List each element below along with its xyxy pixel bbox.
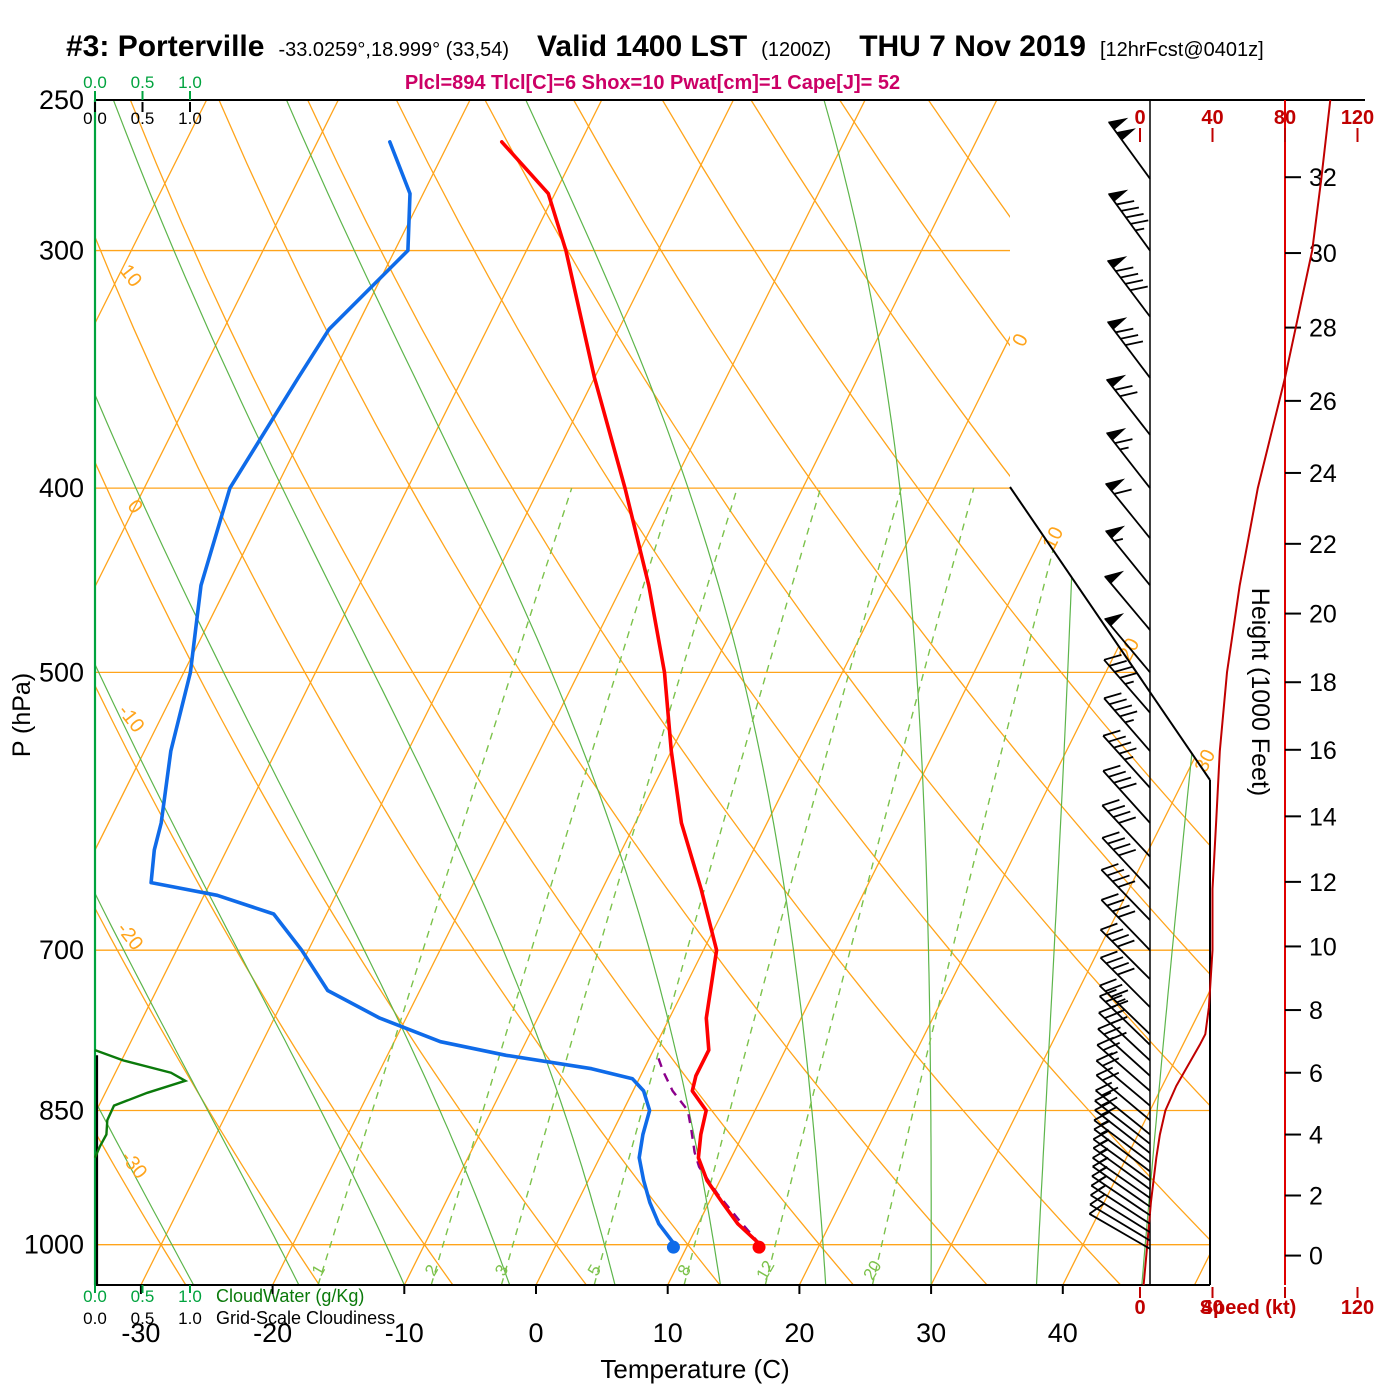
zulu-time: (1200Z) bbox=[761, 39, 832, 61]
svg-text:30: 30 bbox=[1191, 746, 1221, 776]
title-bar: #3: Porterville -33.0259°,18.999° (33,54… bbox=[66, 30, 1396, 64]
svg-text:2: 2 bbox=[1309, 1182, 1323, 1210]
svg-text:40: 40 bbox=[1201, 107, 1223, 129]
svg-text:20: 20 bbox=[1309, 601, 1337, 629]
svg-text:700: 700 bbox=[39, 935, 84, 965]
svg-text:0.0: 0.0 bbox=[83, 73, 107, 92]
svg-text:0.0: 0.0 bbox=[83, 1287, 107, 1306]
svg-text:0: 0 bbox=[1134, 1297, 1145, 1319]
svg-text:8: 8 bbox=[1309, 997, 1323, 1025]
svg-text:5: 5 bbox=[584, 1261, 605, 1279]
cloudwater-axis-title: CloudWater (g/Kg) bbox=[216, 1286, 364, 1306]
svg-text:28: 28 bbox=[1309, 315, 1337, 343]
svg-text:16: 16 bbox=[1309, 737, 1337, 765]
surface-temperature-dot bbox=[752, 1240, 766, 1254]
svg-text:1.0: 1.0 bbox=[178, 1309, 202, 1328]
wind-barbs bbox=[1088, 100, 1151, 1250]
svg-text:0: 0 bbox=[123, 496, 147, 518]
svg-text:0: 0 bbox=[1309, 1243, 1323, 1271]
svg-text:2: 2 bbox=[421, 1261, 442, 1279]
svg-text:30: 30 bbox=[916, 1318, 946, 1348]
svg-text:120: 120 bbox=[1341, 1297, 1374, 1319]
forecast-tag: [12hrFcst@0401z] bbox=[1099, 39, 1264, 61]
valid-date: THU 7 Nov 2019 bbox=[859, 30, 1086, 63]
speed-axis-title: Speed (kt) bbox=[1200, 1297, 1297, 1319]
temperature-curve bbox=[499, 140, 763, 1247]
svg-text:26: 26 bbox=[1309, 388, 1337, 416]
svg-text:20: 20 bbox=[784, 1318, 814, 1348]
svg-text:10: 10 bbox=[115, 260, 146, 291]
svg-text:250: 250 bbox=[39, 85, 84, 115]
svg-text:12: 12 bbox=[753, 1257, 779, 1283]
svg-text:8: 8 bbox=[674, 1261, 695, 1279]
svg-text:10: 10 bbox=[1309, 933, 1337, 961]
svg-text:0.0: 0.0 bbox=[83, 1309, 107, 1328]
svg-text:24: 24 bbox=[1309, 460, 1337, 488]
parcel-path bbox=[656, 1054, 762, 1246]
plot-frame bbox=[93, 91, 1365, 1298]
stability-indices: Plcl=894 Tlcl[C]=6 Shox=10 Pwat[cm]=1 Ca… bbox=[404, 72, 901, 94]
svg-text:0: 0 bbox=[528, 1318, 543, 1348]
svg-text:1000: 1000 bbox=[24, 1230, 84, 1260]
svg-text:120: 120 bbox=[1341, 107, 1374, 129]
svg-text:1.0: 1.0 bbox=[178, 109, 202, 128]
svg-text:40: 40 bbox=[1201, 1297, 1223, 1319]
height-axis-title: Height (1000 Feet) bbox=[1246, 588, 1274, 796]
temperature-axis-title: Temperature (C) bbox=[600, 1354, 789, 1384]
svg-text:850: 850 bbox=[39, 1096, 84, 1126]
svg-text:18: 18 bbox=[1309, 669, 1337, 697]
svg-text:10: 10 bbox=[1039, 523, 1069, 553]
valid-time: Valid 1400 LST bbox=[537, 30, 748, 63]
station-title: #3: Porterville bbox=[66, 30, 265, 63]
station-coords: -33.0259°,18.999° (33,54) bbox=[278, 39, 510, 61]
svg-text:40: 40 bbox=[1048, 1318, 1078, 1348]
svg-text:10: 10 bbox=[653, 1318, 683, 1348]
svg-text:4: 4 bbox=[1309, 1122, 1323, 1150]
skewt-grid bbox=[95, 100, 1210, 1285]
cloudwater-profile bbox=[93, 1048, 189, 1159]
svg-text:0: 0 bbox=[1008, 330, 1033, 350]
svg-text:1.0: 1.0 bbox=[178, 1287, 202, 1306]
svg-text:0.5: 0.5 bbox=[131, 109, 155, 128]
svg-text:300: 300 bbox=[39, 236, 84, 266]
dewpoint-curve bbox=[149, 140, 677, 1247]
svg-text:500: 500 bbox=[39, 657, 84, 687]
svg-text:400: 400 bbox=[39, 473, 84, 503]
svg-text:0.5: 0.5 bbox=[131, 1287, 155, 1306]
svg-text:1: 1 bbox=[308, 1261, 329, 1279]
svg-text:0.5: 0.5 bbox=[131, 1309, 155, 1328]
svg-text:-30: -30 bbox=[121, 1318, 160, 1348]
svg-text:14: 14 bbox=[1309, 803, 1337, 831]
svg-text:0.5: 0.5 bbox=[131, 73, 155, 92]
svg-text:12: 12 bbox=[1309, 869, 1337, 897]
svg-text:-10: -10 bbox=[113, 701, 148, 737]
gridscale-axis-title: Grid-Scale Cloudiness bbox=[216, 1308, 395, 1328]
surface-dewpoint-dot bbox=[666, 1240, 680, 1254]
wind-speed-profile bbox=[1142, 99, 1332, 1286]
svg-text:20: 20 bbox=[860, 1257, 886, 1283]
svg-text:1.0: 1.0 bbox=[178, 73, 202, 92]
svg-text:0: 0 bbox=[1134, 107, 1145, 129]
svg-text:-20: -20 bbox=[253, 1318, 292, 1348]
svg-text:-10: -10 bbox=[385, 1318, 424, 1348]
pressure-axis-title: P (hPa) bbox=[8, 673, 36, 757]
svg-text:6: 6 bbox=[1309, 1060, 1323, 1088]
svg-text:22: 22 bbox=[1309, 531, 1337, 559]
